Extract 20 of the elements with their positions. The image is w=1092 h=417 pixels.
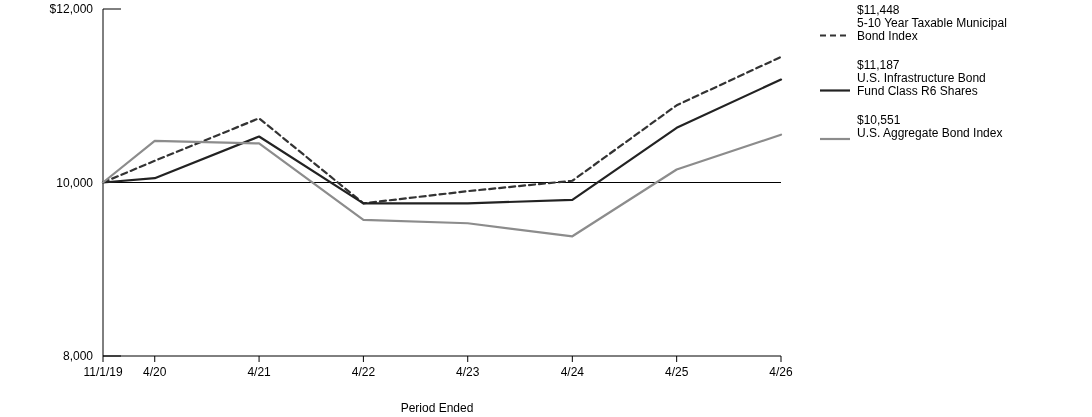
x-tick-label: 4/20 [143, 365, 167, 379]
x-tick-label: 4/22 [351, 365, 376, 379]
legend-label: U.S. Infrastructure Bond Fund Class R6 Shares [857, 71, 986, 98]
text: $11,187 [857, 58, 900, 72]
x-tick-label: 4/21 [247, 365, 272, 379]
line-series [101, 133, 783, 238]
x-axis-title: Period Ended [400, 401, 474, 415]
line-series [101, 78, 783, 205]
x-tick-label: 4/26 [769, 365, 793, 379]
x-tick-label: 11/1/19 [83, 365, 123, 379]
y-tick-label: 8,000 [62, 349, 94, 363]
x-tick-label: 4/23 [456, 365, 480, 379]
legend-label: U.S. Aggregate Bond Index [857, 126, 1003, 140]
text: $10,551 [857, 113, 901, 127]
x-tick-label: 4/25 [664, 365, 689, 379]
text: $11,448 [857, 3, 900, 17]
x-tick-label: 4/24 [560, 365, 585, 379]
legend-label: 5-10 Year Taxable Municipal Bond Index [857, 16, 1007, 43]
y-tick-label: 10,000 [56, 175, 94, 190]
y-tick-label: $12,000 [49, 2, 94, 16]
